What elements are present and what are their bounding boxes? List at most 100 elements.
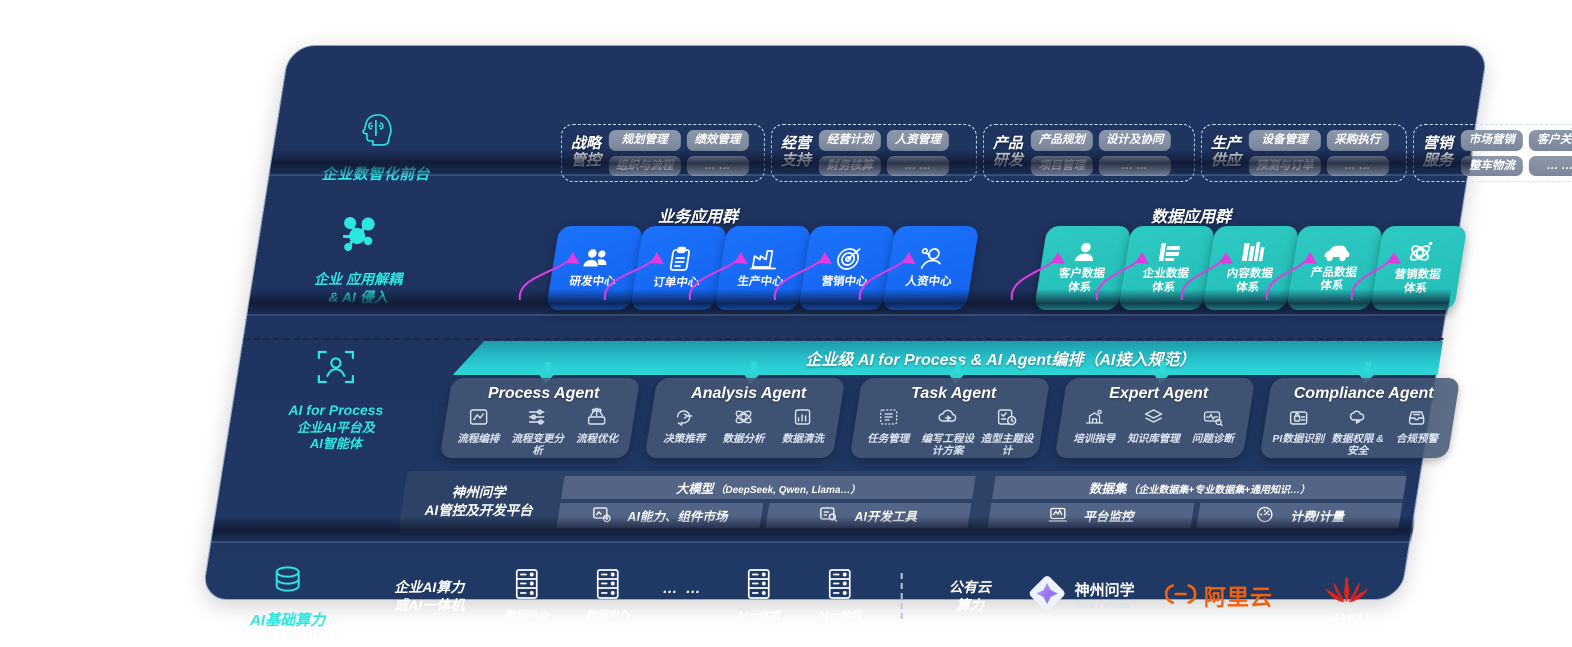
chip[interactable]: 整车物流 (1460, 155, 1523, 177)
billing-label: 计费/计量 (1289, 510, 1344, 525)
agent-name: Process Agent (487, 385, 600, 402)
chip[interactable]: 设备管理 (1248, 129, 1321, 151)
bars-content-icon (1239, 241, 1266, 263)
agent-item[interactable]: 知识库管理 (1124, 407, 1183, 446)
agent-card-compliance[interactable]: Compliance Agent PI数据识别 数据权限 & 安全 合规预警 (1259, 378, 1461, 458)
infra-item-public-cloud: 公有云 算力 (923, 578, 1015, 614)
chip[interactable]: 客户关系 (1528, 129, 1572, 151)
dataset-bar[interactable]: 数据集 （企业数据集+专业数据集+通用知识…） (992, 476, 1407, 500)
agent-item[interactable]: 造型主题设计 (978, 407, 1037, 457)
agent-item[interactable]: 培训指导 (1065, 407, 1124, 446)
platform-left-cells: AI能力、组件市场 AI开发工具 (556, 503, 972, 528)
ai-market-cell[interactable]: AI能力、组件市场 (556, 503, 763, 528)
rail-ai-for-process: AI for Process 企业AI平台及 AI智能体 (246, 346, 426, 452)
vendor-smart-vision[interactable]: 神州问学 Smart Vision (1016, 575, 1148, 618)
infra-item-enterprise-compute: 企业AI算力 或AI一体机 (372, 578, 485, 614)
agent-name: Task Agent (911, 385, 997, 402)
group-name: 战略 管控 (570, 135, 601, 169)
diagnose-icon (1202, 411, 1224, 431)
agent-card-analysis[interactable]: Analysis Agent 决策推荐 数据分析 数据清洗 (644, 378, 846, 458)
group-name: 生产 供应 (1210, 135, 1241, 169)
infra-item-aibox-2[interactable]: AI一体机 (799, 568, 880, 623)
chip-grid: 产品规划 设计及协同 项目管理 … … (1030, 129, 1171, 177)
data-card-marketing[interactable]: 营销数据 体系 (1369, 226, 1468, 310)
agent-item[interactable]: 编写工程设计方案 (918, 407, 977, 457)
vendor-huawei[interactable]: HUAWEI (1289, 569, 1402, 623)
cloud-design-icon (937, 409, 959, 431)
chip[interactable]: … … (1528, 155, 1572, 177)
app-card-marketing[interactable]: 营销中心 (797, 226, 896, 310)
server-rack-icon (512, 568, 540, 605)
chip[interactable]: 经营计划 (818, 129, 881, 151)
target-icon (834, 246, 863, 271)
chip[interactable]: 人资管理 (886, 129, 949, 151)
dev-tool-cell[interactable]: AI开发工具 (764, 503, 972, 528)
data-card-customer[interactable]: 客户数据 体系 (1033, 226, 1132, 310)
rail-infrastructure: AI基础算力 (203, 562, 373, 630)
platform-right-cells: 平台监控 计费/计量 (987, 503, 1403, 528)
data-card-product[interactable]: 产品数据 体系 (1285, 226, 1384, 310)
smart-vision-logo (1029, 575, 1067, 618)
vendor-alibaba-cloud[interactable]: 阿里云 (1148, 580, 1290, 612)
vendor-name: 阿里云 (1204, 585, 1274, 610)
user-solid-icon (1072, 241, 1097, 263)
monitor-cell[interactable]: 平台监控 (987, 503, 1194, 528)
llm-bar[interactable]: 大模型 （DeepSeek, Qwen, Llama…） (561, 476, 976, 500)
agent-card-expert[interactable]: Expert Agent 培训指导 知识库管理 问题诊断 (1054, 378, 1256, 458)
billing-cell[interactable]: 计费/计量 (1195, 503, 1403, 528)
agent-item[interactable]: 决策推荐 (655, 407, 714, 446)
agent-item-caption: 数据权限 & 安全 (1331, 433, 1384, 457)
app-card-order[interactable]: 订单中心 (629, 226, 728, 310)
app-label: 订单中心 (652, 276, 701, 289)
data-card-content[interactable]: 内容数据 体系 (1201, 226, 1300, 310)
agent-item[interactable]: 流程编排 (449, 407, 508, 457)
rail-label-aip-3: AI智能体 (309, 435, 362, 451)
app-card-hr[interactable]: 人资中心 (881, 226, 980, 310)
agent-item[interactable]: 数据分析 (714, 407, 773, 446)
molecule-node-icon (268, 211, 448, 263)
agent-items: 培训指导 知识库管理 问题诊断 (1060, 407, 1248, 446)
chip[interactable]: 绩效管理 (686, 129, 749, 151)
chip[interactable]: 市场营销 (1460, 129, 1523, 151)
server-rack-icon (825, 568, 853, 605)
chip[interactable]: 采购执行 (1326, 129, 1389, 151)
platform-right-col: 数据集 （企业数据集+专业数据集+通用知识…） 平台监控 计费/计量 (981, 471, 1408, 533)
app-card-production[interactable]: 生产中心 (713, 226, 812, 310)
app-label: 研发中心 (568, 275, 617, 288)
agent-item[interactable]: 数据权限 & 安全 (1328, 407, 1387, 457)
brain-head-icon (286, 108, 466, 158)
compliance-alert-icon (1406, 411, 1428, 431)
agent-item[interactable]: PI数据识别 (1269, 407, 1328, 457)
agent-item[interactable]: 数据清洗 (774, 407, 833, 446)
platform-name: 神州问学 AI管控及开发平台 (403, 471, 555, 533)
agent-item[interactable]: 合规预警 (1388, 407, 1447, 457)
monitor-label: 平台监控 (1083, 510, 1134, 525)
platform-bar: 神州问学 AI管控及开发平台 大模型 （DeepSeek, Qwen, Llam… (397, 471, 1408, 533)
infra-divider (880, 573, 923, 619)
chip[interactable]: 规划管理 (608, 129, 681, 151)
agent-card-task[interactable]: Task Agent 任务管理 编写工程设计方案 造型主题设计 (849, 378, 1051, 458)
platform-name-line1: 神州问学 (451, 484, 506, 500)
agent-item[interactable]: 任务管理 (859, 407, 918, 457)
chip[interactable]: 产品规划 (1030, 129, 1093, 151)
infra-item-datacenter-2[interactable]: 数据中心 (567, 568, 648, 623)
agent-item-caption: 知识库管理 (1127, 433, 1180, 445)
agent-name: Compliance Agent (1293, 385, 1434, 402)
agent-item[interactable]: 流程优化 (568, 407, 627, 457)
agent-item-caption: 决策推荐 (663, 433, 706, 445)
rail-label-app-1: 企业 应用解耦 (314, 271, 403, 287)
agent-card-process[interactable]: Process Agent 流程编排 流程变更分析 流程优化 (439, 378, 641, 458)
layer-divider-dashed (243, 338, 1444, 340)
app-card-rd[interactable]: 研发中心 (545, 226, 644, 310)
chip[interactable]: 设计及协同 (1098, 129, 1171, 151)
agent-item[interactable]: 问题诊断 (1184, 407, 1243, 446)
atom-icon (1407, 240, 1435, 264)
agent-item[interactable]: 流程变更分析 (508, 407, 567, 457)
infra-item-aibox-1[interactable]: AI一体机 (718, 568, 799, 623)
data-card-enterprise[interactable]: 企业数据 体系 (1117, 226, 1216, 310)
infra-item-datacenter-1[interactable]: 数据中心 (486, 568, 567, 623)
agent-item-caption: 数据清洗 (781, 433, 824, 445)
chip-grid: 设备管理 采购执行 预测与订单 … … (1248, 129, 1389, 177)
app-label: 生产中心 (736, 275, 785, 288)
shield-cloud-icon (1347, 410, 1369, 431)
